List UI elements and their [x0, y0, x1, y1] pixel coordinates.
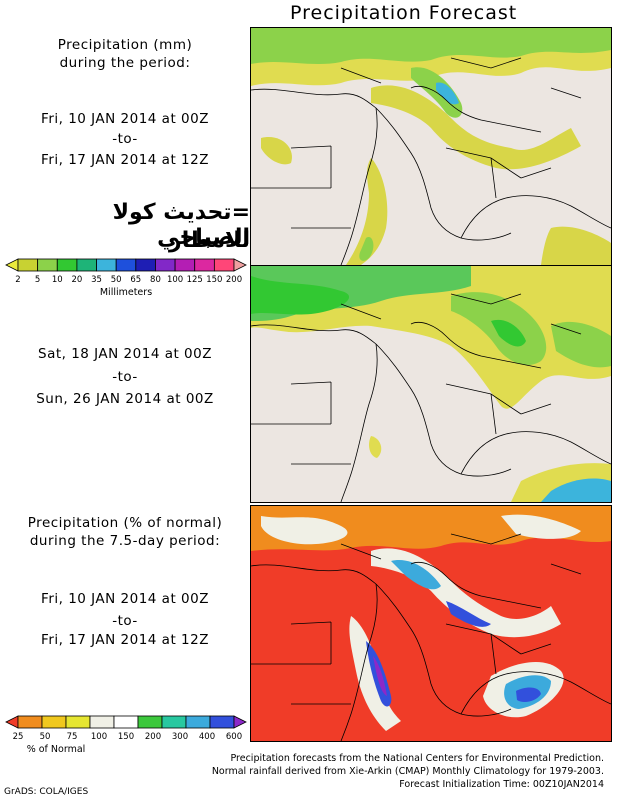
legend-pct-tick-label: 100 [91, 732, 107, 742]
legend-pct-tick-label: 300 [172, 732, 188, 742]
panel1-heading: Precipitation (mm) during the period: [0, 36, 250, 72]
legend-mm-swatch-5 [96, 258, 117, 272]
panel3-end-date: Fri, 17 JAN 2014 at 12Z [41, 632, 209, 648]
legend-pct-tick-label: 150 [118, 732, 134, 742]
legend-pct-swatch-10 [233, 715, 247, 729]
legend-pct-swatch-5 [113, 715, 139, 729]
legend-mm-swatch-2 [37, 258, 58, 272]
map-panel-percent-normal [250, 505, 612, 742]
legend-mm-tick-label: 5 [35, 275, 40, 285]
legend-mm-swatch-0 [5, 258, 19, 272]
legend-pct-swatch-2 [41, 715, 67, 729]
legend-pct-swatch-6 [137, 715, 163, 729]
legend-mm-tick-label: 50 [111, 275, 122, 285]
overlay-text-line2: للامطار [169, 228, 250, 253]
panel1-end-date: Fri, 17 JAN 2014 at 12Z [41, 152, 209, 168]
legend-pct-swatch-3 [65, 715, 91, 729]
legend-pct-swatch-4 [89, 715, 115, 729]
legend-pct-title: % of Normal [27, 744, 86, 754]
legend-millimeters: 2 5 10 20 35 50 65 80 100 125 150 200 Millimeters [5, 258, 247, 298]
legend-mm-swatch-3 [56, 258, 78, 272]
panel2-end-date: Sun, 26 JAN 2014 at 00Z [36, 391, 214, 407]
footer-line2: Normal rainfall derived from Xie-Arkin (… [211, 766, 604, 777]
footer-notes: Precipitation forecasts from the Nationa… [144, 752, 604, 791]
legend-mm-tick-label: 100 [167, 275, 183, 285]
legend-pct-tick-label: 50 [40, 732, 51, 742]
legend-mm-swatch-4 [76, 258, 97, 272]
panel3-start-date: Fri, 10 JAN 2014 at 00Z [41, 591, 209, 607]
legend-mm-tick-label: 150 [206, 275, 222, 285]
legend-pct-tick-label: 75 [67, 732, 78, 742]
panel2-to: -to- [112, 369, 138, 385]
page-title: Precipitation Forecast [290, 2, 518, 24]
legend-pct-tick-label: 200 [145, 732, 161, 742]
legend-mm-title: Millimeters [100, 287, 152, 298]
footer-line3: Forecast Initialization Time: 00Z10JAN20… [399, 779, 604, 790]
legend-pct-swatch-1 [17, 715, 43, 729]
panel3-heading: Precipitation (% of normal) during the 7… [0, 514, 250, 550]
legend-mm-swatch-7 [135, 258, 156, 272]
legend-pct-tick-label: 400 [199, 732, 215, 742]
panel3-to: -to- [112, 613, 138, 629]
map-panel-precip-week1 [250, 27, 612, 266]
panel1-to: -to- [112, 131, 138, 147]
legend-mm-tick-label: 200 [226, 275, 242, 285]
legend-pct-swatch-0 [5, 715, 19, 729]
overlay-text-line1: =تحديث كولا الصباحي [112, 200, 250, 250]
legend-mm-tick-label: 35 [91, 275, 102, 285]
credit-text: GrADS: COLA/IGES [4, 787, 89, 797]
legend-mm-tick-label: 2 [15, 275, 20, 285]
legend-mm-tick-label: 20 [71, 275, 82, 285]
panel1-heading-line1: Precipitation (mm) [57, 37, 193, 53]
legend-pct-swatch-9 [209, 715, 235, 729]
panel2-start-date: Sat, 18 JAN 2014 at 00Z [38, 346, 212, 362]
footer-line1: Precipitation forecasts from the Nationa… [230, 753, 604, 764]
legend-mm-swatch-6 [115, 258, 137, 272]
panel3-heading-line2: during the 7.5-day period: [29, 533, 221, 549]
legend-mm-tick-label: 125 [187, 275, 203, 285]
map-panel-precip-week2 [250, 265, 612, 503]
legend-mm-swatch-10 [194, 258, 215, 272]
legend-mm-swatch-1 [17, 258, 39, 272]
legend-mm-tick-label: 10 [52, 275, 63, 285]
legend-percent-of-normal: 25 50 75 100 150 200 300 400 600 % of Normal [5, 715, 247, 754]
legend-pct-swatch-8 [185, 715, 211, 729]
legend-pct-tick-label: 600 [226, 732, 242, 742]
panel3-heading-line1: Precipitation (% of normal) [27, 515, 223, 531]
legend-mm-swatch-9 [174, 258, 196, 272]
legend-pct-swatch-7 [161, 715, 187, 729]
panel1-start-date: Fri, 10 JAN 2014 at 00Z [41, 111, 209, 127]
legend-mm-tick-label: 80 [150, 275, 161, 285]
legend-mm-swatch-8 [155, 258, 176, 272]
panel1-heading-line2: during the period: [59, 55, 191, 71]
legend-mm-swatch-12 [233, 258, 247, 272]
legend-mm-tick-label: 65 [130, 275, 141, 285]
legend-mm-swatch-11 [213, 258, 235, 272]
legend-pct-tick-label: 25 [13, 732, 24, 742]
